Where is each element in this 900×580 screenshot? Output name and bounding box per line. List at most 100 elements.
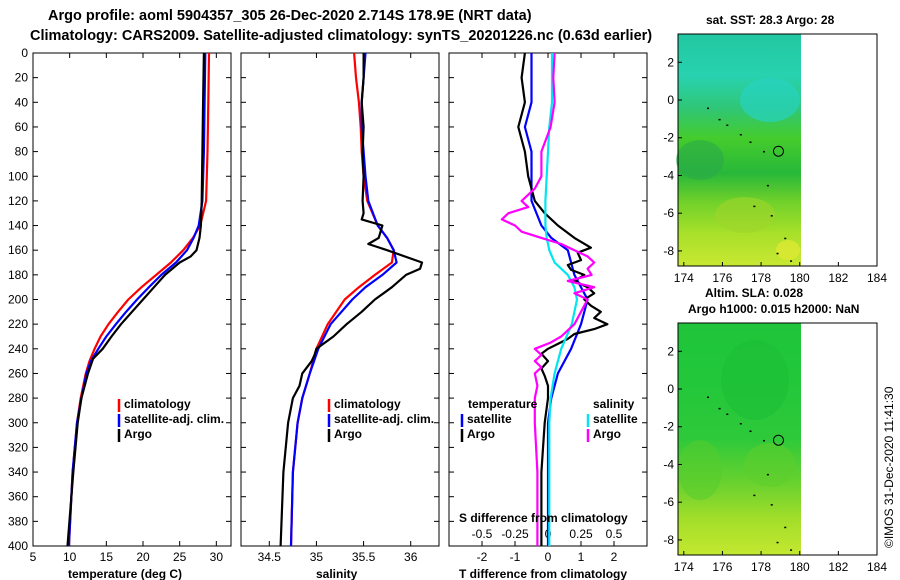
- temperature-series-argo: [66, 52, 205, 547]
- x-tick-label: 35: [310, 550, 324, 564]
- island: [784, 237, 787, 240]
- depth-tick-label: 140: [8, 219, 28, 233]
- salinity-series-climatology: [289, 52, 395, 547]
- depth-tick-label: 80: [15, 145, 29, 159]
- x-tick-label: 30: [210, 550, 224, 564]
- depth-tick-label: 240: [8, 342, 28, 356]
- sst-patch: [676, 140, 724, 180]
- island: [790, 260, 793, 262]
- sla-patch: [744, 443, 796, 487]
- imos-credit: ©IMOS 31-Dec-2020 11:41:30: [882, 386, 896, 548]
- island: [749, 141, 752, 144]
- map-x-tick-label: 176: [712, 560, 732, 574]
- sst-map-axes: 174 176 178 180 182 184 2 0 -2 -4 -6 -8: [663, 55, 887, 285]
- map-y-tick-label: -6: [663, 206, 674, 220]
- island: [706, 107, 709, 110]
- difference-series-salinity-argo: [500, 52, 596, 546]
- salinity-legend: climatology satellite-adj. clim. Argo: [327, 397, 434, 442]
- x-tick-label: 0: [545, 550, 552, 564]
- temperature-plot: 5 10 15 20 25 30: [30, 52, 224, 564]
- island: [776, 541, 779, 544]
- sst-warm-patch: [740, 78, 800, 122]
- x-tick-label: -1: [510, 550, 521, 564]
- depth-tick-label: 0: [21, 46, 28, 60]
- legend-label-sal-argo: Argo: [593, 427, 621, 441]
- depth-tick-label: 320: [8, 440, 28, 454]
- map-x-tick-label: 184: [867, 271, 887, 285]
- map-x-tick-label: 182: [828, 560, 848, 574]
- map-y-tick-label: -2: [663, 420, 674, 434]
- sla-map-axes: 174 176 178 180 182 184 2 0 -2 -4 -6 -8: [663, 344, 887, 574]
- legend-label-satellite: satellite-adj. clim.: [334, 412, 434, 426]
- map-y-tick-label: -8: [663, 244, 674, 258]
- map-x-tick-label: 174: [674, 271, 694, 285]
- map-x-tick-label: 182: [828, 271, 848, 285]
- x-tick-label: 36: [404, 550, 418, 564]
- island: [718, 407, 721, 410]
- x-tick-label: 34.5: [258, 550, 282, 564]
- map-x-tick-label: 176: [712, 271, 732, 285]
- island: [739, 422, 742, 425]
- sla-map-title: Altim. SLA: 0.028: [705, 286, 803, 300]
- island: [718, 118, 721, 121]
- figure-title-line2: Climatology: CARS2009. Satellite-adjuste…: [30, 28, 652, 44]
- x-tick-label: 5: [30, 550, 37, 564]
- island: [776, 252, 779, 255]
- depth-tick-label: 360: [8, 490, 28, 504]
- legend-label-sal-satellite: satellite: [593, 412, 638, 426]
- difference-top-xlabel: S difference from climatology: [459, 511, 628, 525]
- figure-title-line1: Argo profile: aoml 5904357_305 26-Dec-20…: [48, 8, 532, 24]
- salinity-panel-frame: [240, 52, 440, 547]
- difference-series-salinity-satellite: [544, 53, 579, 546]
- x-tick-label: 35.5: [352, 550, 376, 564]
- sla-patch: [721, 340, 789, 420]
- sst-map-frame: [677, 33, 878, 267]
- depth-tick-label: 20: [15, 71, 29, 85]
- argo-position-marker: [772, 434, 784, 446]
- x-tick-label: 20: [136, 550, 150, 564]
- depth-tick-label: 60: [15, 120, 29, 134]
- salinity-plot: 34.5 35 35.5 36: [258, 52, 424, 564]
- island: [706, 396, 709, 399]
- depth-tick-label: 340: [8, 465, 28, 479]
- sst-map-title: sat. SST: 28.3 Argo: 28: [706, 13, 835, 27]
- island: [726, 413, 729, 416]
- legend-heading-temperature: temperature: [468, 397, 538, 411]
- sla-map: Altim. SLA: 0.028 Argo h1000: 0.015 h200…: [663, 286, 887, 574]
- sla-map-islands: [706, 396, 793, 551]
- island: [763, 439, 766, 442]
- temperature-series-satellite-adj-clim-: [67, 52, 207, 547]
- sst-patch: [776, 240, 800, 260]
- sla-map-frame: [677, 322, 878, 556]
- depth-tick-label: 160: [8, 243, 28, 257]
- difference-plot: -2 -1 0 1 2-0.5 -0.25 0 0.25 0.5: [472, 52, 623, 564]
- sla-patch: [678, 440, 722, 500]
- island: [753, 205, 756, 208]
- difference-xlabel: T difference from climatology: [459, 567, 627, 580]
- map-y-tick-label: -4: [663, 168, 674, 182]
- depth-tick-label: 120: [8, 194, 28, 208]
- salinity-diff-tick-label: -0.5: [472, 527, 493, 541]
- map-x-tick-label: 178: [751, 271, 771, 285]
- legend-heading-salinity: salinity: [593, 397, 635, 411]
- sst-map: sat. SST: 28.3 Argo: 28 174 176 178 180 182 1…: [663, 13, 887, 285]
- x-tick-label: 2: [611, 550, 618, 564]
- island: [784, 526, 787, 529]
- map-y-tick-label: 2: [667, 344, 674, 358]
- island: [766, 473, 769, 476]
- depth-tick-label: 200: [8, 293, 28, 307]
- map-y-tick-label: -4: [663, 457, 674, 471]
- salinity-diff-tick-label: 0.5: [606, 527, 623, 541]
- temperature-legend: climatology satellite-adj. clim. Argo: [117, 397, 224, 442]
- temperature-xlabel: temperature (deg C): [68, 567, 182, 580]
- map-x-tick-label: 174: [674, 560, 694, 574]
- map-y-tick-label: -8: [663, 533, 674, 547]
- difference-legend: temperature satellite Argo salinity sate…: [460, 397, 638, 442]
- depth-tick-label: 180: [8, 268, 28, 282]
- salinity-series-argo: [279, 53, 424, 547]
- depth-axis: 0 20 40 60 80 100 120 140 160 180 200 220 240 260 280 3…: [8, 46, 647, 553]
- depth-tick-label: 260: [8, 366, 28, 380]
- sst-patch: [715, 197, 775, 233]
